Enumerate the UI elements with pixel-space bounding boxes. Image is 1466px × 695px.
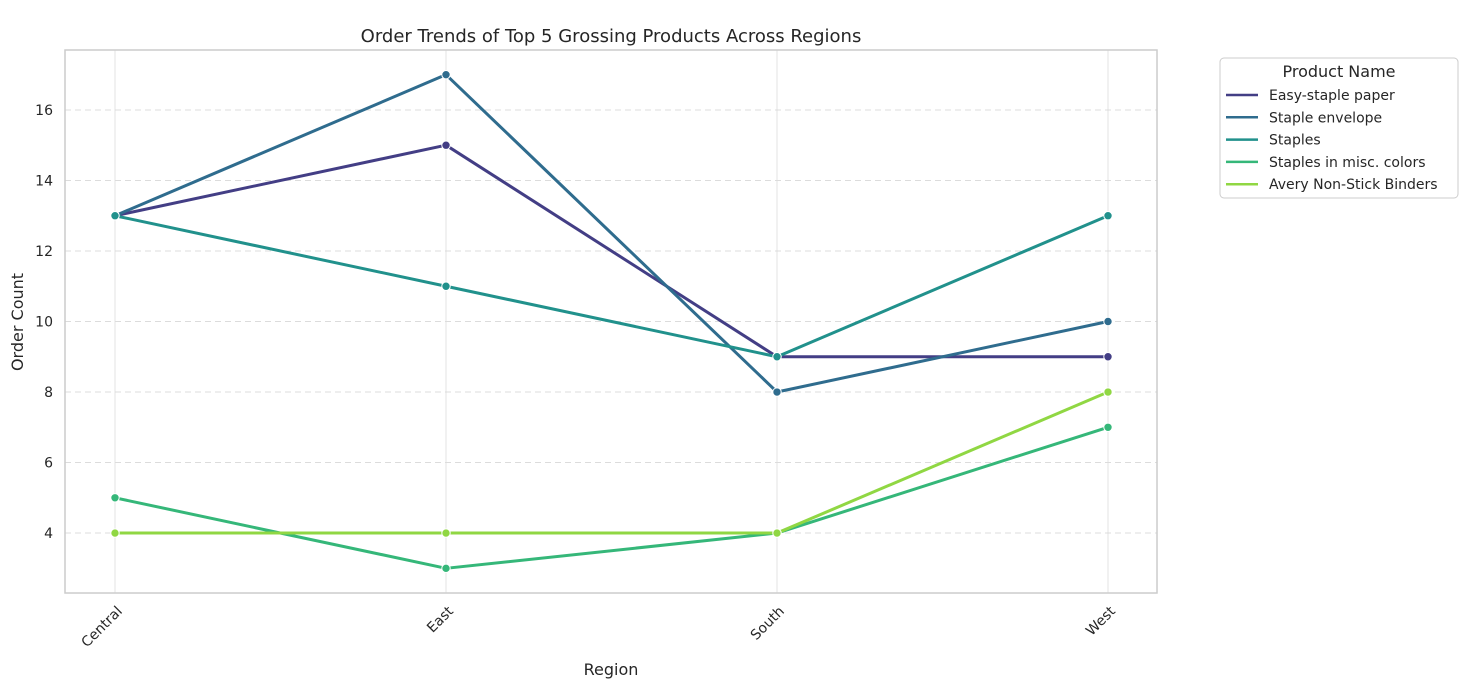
legend-title: Product Name xyxy=(1282,62,1395,81)
y-tick-label: 12 xyxy=(35,244,53,260)
plot-frame xyxy=(64,49,1158,594)
data-point xyxy=(1103,352,1113,362)
x-axis-label: Region xyxy=(584,660,639,679)
data-point xyxy=(110,493,120,503)
chart-title: Order Trends of Top 5 Grossing Products … xyxy=(361,26,862,47)
y-tick-label: 8 xyxy=(44,385,53,401)
data-point xyxy=(110,528,120,538)
data-point xyxy=(441,528,451,538)
legend-frame xyxy=(1219,57,1459,199)
x-tick-label: South xyxy=(748,604,788,644)
x-tick-label: East xyxy=(424,603,457,636)
data-point xyxy=(441,281,451,291)
data-point xyxy=(1103,387,1113,397)
series-line xyxy=(113,390,1110,535)
series-line xyxy=(113,425,1110,570)
y-tick-label: 10 xyxy=(35,315,53,331)
data-point xyxy=(441,563,451,574)
data-point xyxy=(772,352,782,362)
y-tick-label: 16 xyxy=(35,103,53,119)
x-tick-label: Central xyxy=(78,604,125,651)
y-tick-label: 6 xyxy=(44,456,53,472)
data-point xyxy=(441,140,451,150)
data-point xyxy=(1103,211,1113,221)
legend: Product Name Easy-staple paper Staple env… xyxy=(1219,57,1459,199)
y-axis-label: Order Count xyxy=(8,273,27,371)
series-lines xyxy=(110,69,1113,574)
y-tick-label: 14 xyxy=(35,173,53,189)
legend-label: Easy-staple paper xyxy=(1269,88,1395,104)
legend-label: Staples in misc. colors xyxy=(1269,155,1426,171)
y-tick-label: 4 xyxy=(44,526,53,542)
series-line xyxy=(113,214,1110,359)
axis-ticks: Central East South West 4 6 8 10 12 14 16 xyxy=(35,103,1119,651)
data-point xyxy=(1103,422,1113,432)
series-line xyxy=(113,73,1110,394)
legend-label: Staples xyxy=(1269,133,1321,149)
legend-label: Staple envelope xyxy=(1269,110,1382,126)
data-point xyxy=(772,528,782,538)
x-tick-label: West xyxy=(1083,603,1119,639)
data-point xyxy=(110,211,120,221)
data-point xyxy=(772,387,782,397)
data-point xyxy=(441,69,451,80)
data-point xyxy=(1103,316,1113,327)
legend-label: Avery Non-Stick Binders xyxy=(1269,177,1438,193)
